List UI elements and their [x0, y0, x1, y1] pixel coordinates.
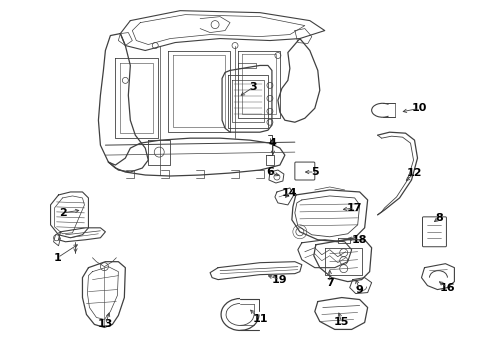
- Text: 6: 6: [266, 167, 274, 177]
- Text: 4: 4: [269, 138, 277, 148]
- Text: 9: 9: [356, 284, 364, 294]
- Text: 8: 8: [436, 213, 443, 223]
- Text: 16: 16: [440, 283, 455, 293]
- Text: 2: 2: [59, 208, 66, 218]
- Text: 1: 1: [54, 253, 61, 263]
- Text: 12: 12: [407, 168, 422, 178]
- Text: 7: 7: [326, 278, 334, 288]
- Text: 10: 10: [412, 103, 427, 113]
- Text: 17: 17: [347, 203, 363, 213]
- Text: 15: 15: [334, 318, 349, 328]
- Text: 3: 3: [249, 82, 257, 93]
- Text: 5: 5: [311, 167, 318, 177]
- Text: 14: 14: [282, 188, 298, 198]
- Text: 19: 19: [272, 275, 288, 285]
- Text: 11: 11: [252, 314, 268, 324]
- Text: 18: 18: [352, 235, 368, 245]
- Text: 13: 13: [98, 319, 113, 329]
